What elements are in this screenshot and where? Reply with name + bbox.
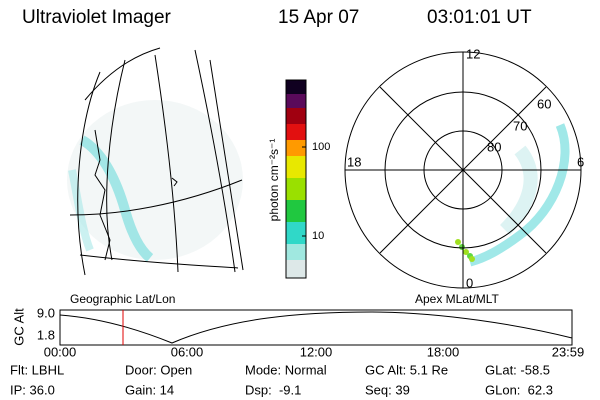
coastline xyxy=(171,177,178,187)
status-field: IP: 36.0 xyxy=(10,382,55,397)
time-label: 00:00 xyxy=(44,344,77,359)
coastline xyxy=(94,129,111,261)
timeline-axis-label: GC Alt xyxy=(11,308,26,346)
time-label: 23:59 xyxy=(552,344,585,359)
colorbar-label: photon cm⁻²s⁻¹ xyxy=(267,139,281,222)
status-field: Gain: 14 xyxy=(125,382,174,397)
map-grid xyxy=(84,47,161,101)
colorbar-tick-label: 10 xyxy=(312,230,324,242)
status-field: Door: Open xyxy=(125,362,192,377)
mlt-label: 0 xyxy=(466,275,473,290)
time-label: 06:00 xyxy=(171,344,204,359)
time-label: 12:00 xyxy=(300,344,333,359)
map-panel xyxy=(67,47,244,276)
footer: Flt: LBHL Door: Open Mode: Normal GC Alt: 5… xyxy=(10,362,553,397)
map-grid xyxy=(69,179,243,216)
alt-label: 1.8 xyxy=(37,327,55,342)
mlt-label: 6 xyxy=(577,154,584,169)
title: Ultraviolet Imager xyxy=(22,7,172,28)
polar-label: Apex MLat/MLT xyxy=(415,292,499,306)
colorbar-tick-label: 100 xyxy=(312,141,330,153)
status-field: Seq: 39 xyxy=(365,382,410,397)
map-label: Geographic Lat/Lon xyxy=(70,292,175,306)
colorbar xyxy=(285,79,307,279)
aurora-oval xyxy=(68,169,94,252)
time-label: 18:00 xyxy=(427,344,460,359)
map-grid xyxy=(79,254,239,269)
status-field: Mode: Normal xyxy=(245,362,327,377)
timeline-frame xyxy=(59,309,573,346)
status-field: GC Alt: 5.1 Re xyxy=(365,362,448,377)
status-field: Flt: LBHL xyxy=(10,362,64,377)
date: 15 Apr 07 xyxy=(278,7,359,28)
image-disk xyxy=(67,100,243,260)
time: 03:01:01 UT xyxy=(427,7,532,28)
map-grid xyxy=(194,49,236,273)
map-grid xyxy=(154,54,179,273)
mlt-label: 12 xyxy=(466,46,480,61)
aurora-oval xyxy=(79,135,154,262)
lat-label: 80 xyxy=(487,139,501,154)
map-grid xyxy=(209,59,244,271)
mlt-label: 18 xyxy=(347,154,361,169)
altitude-curve xyxy=(59,311,573,344)
status-field: GLat: -58.5 xyxy=(485,362,550,377)
lat-label: 70 xyxy=(513,118,527,133)
alt-label: 9.0 xyxy=(37,305,55,320)
status-field: GLon: 62.3 xyxy=(485,382,553,397)
lat-label: 60 xyxy=(537,96,551,111)
polar-panel xyxy=(344,51,582,289)
status-field: Dsp: -9.1 xyxy=(245,382,301,397)
